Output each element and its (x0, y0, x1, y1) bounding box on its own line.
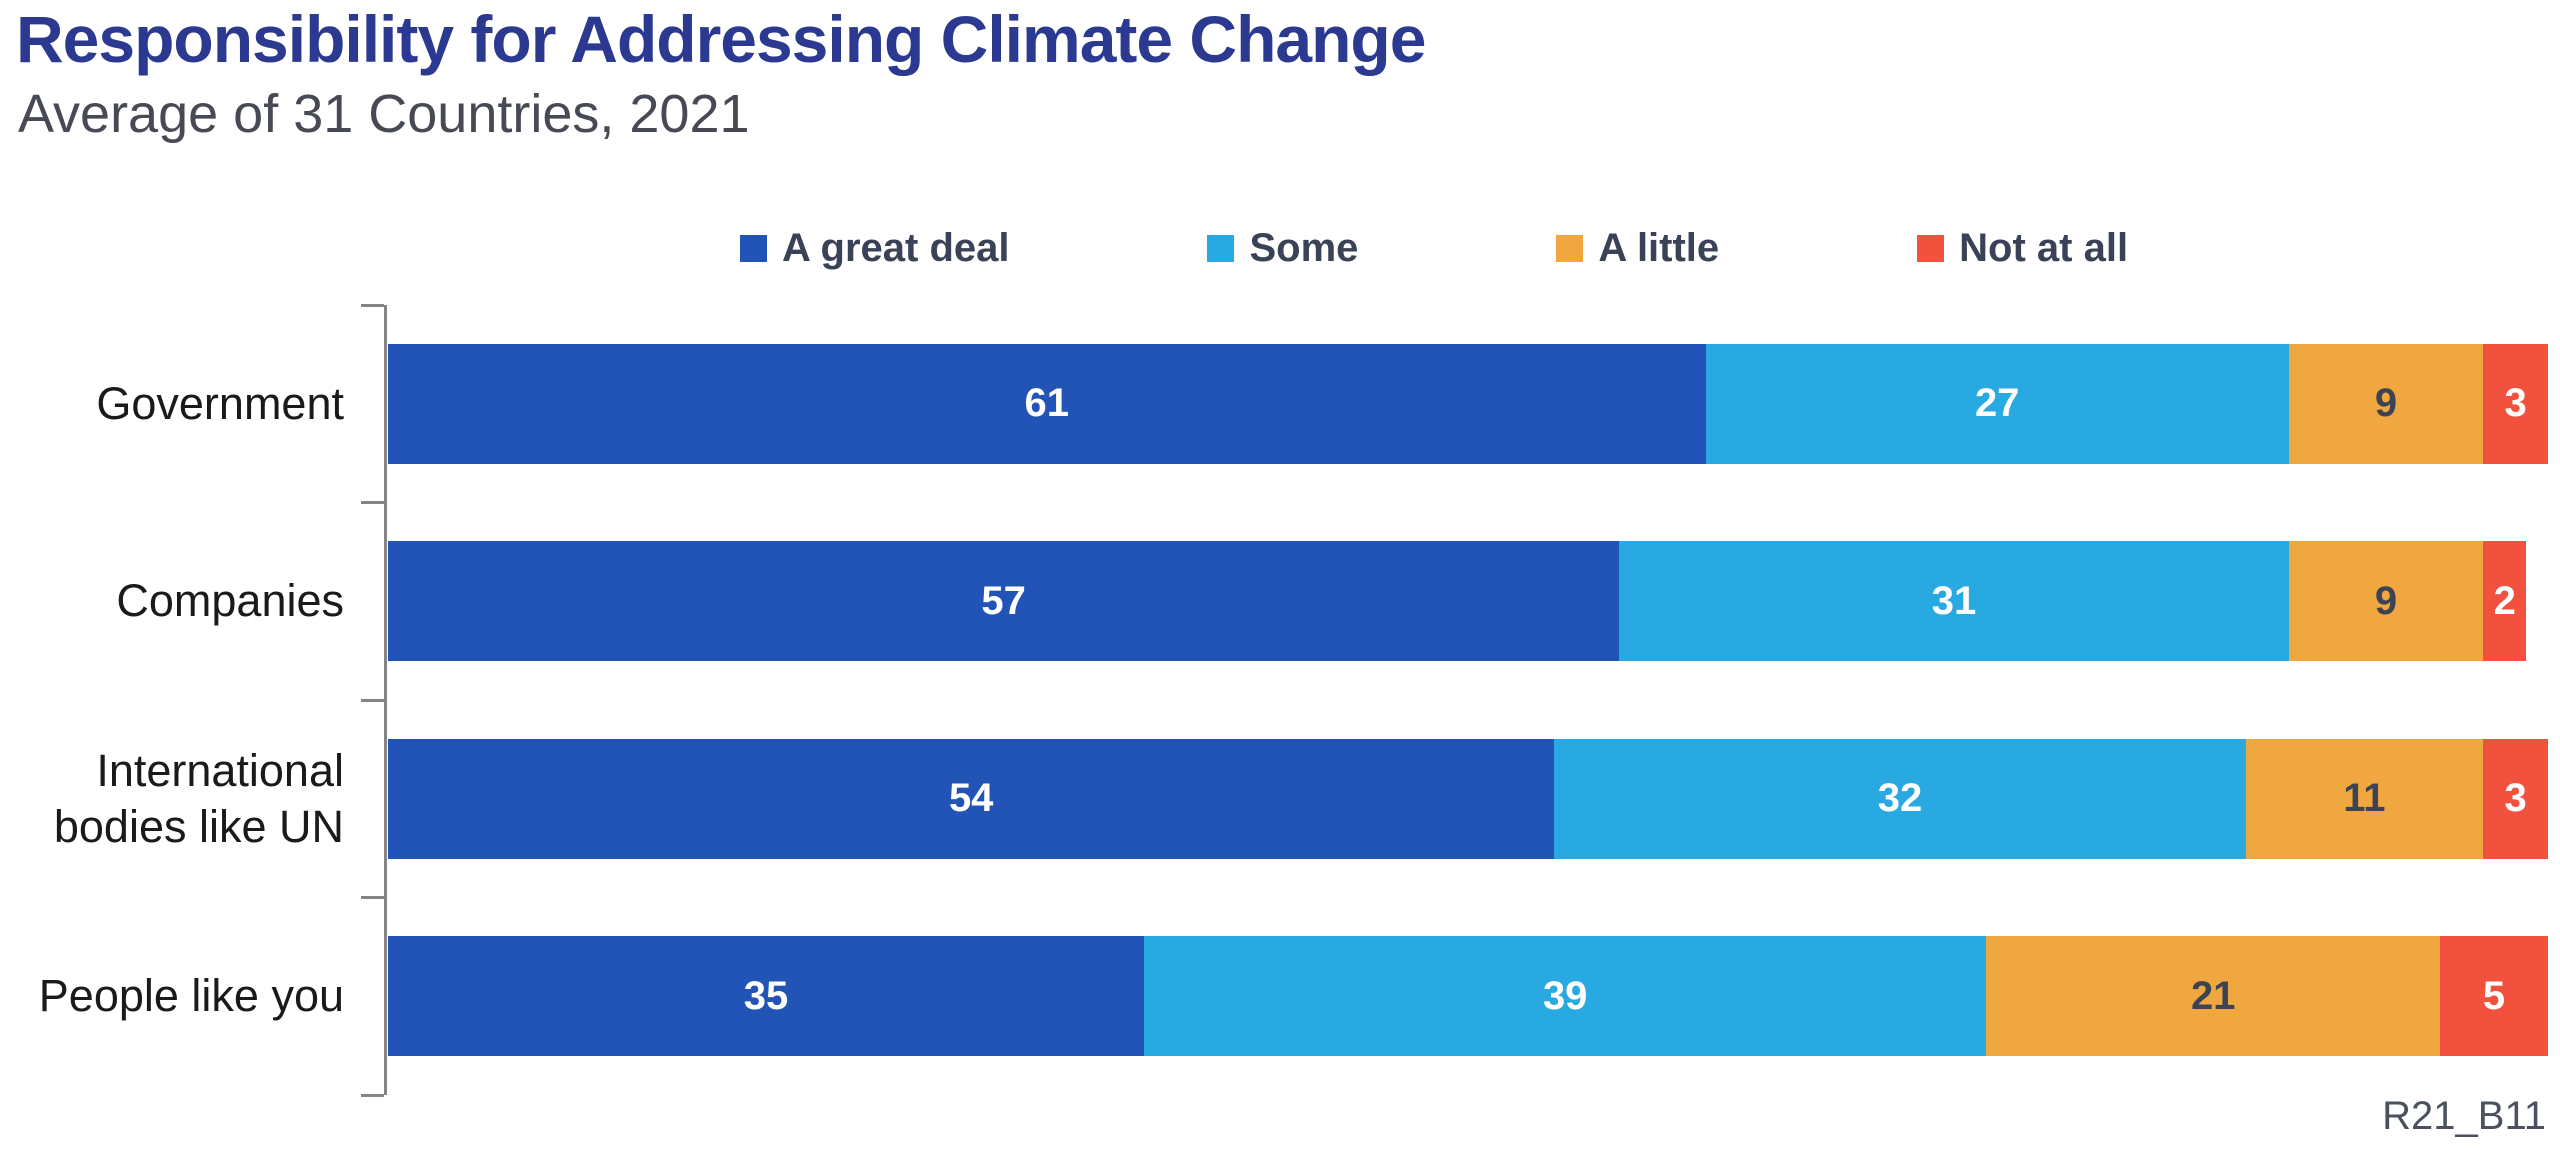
legend-item-a-great-deal: A great deal (740, 224, 1009, 272)
category-label-international-bodies-like-un: International bodies like UN (53, 744, 344, 852)
bar-value-label: 9 (2374, 578, 2398, 623)
bar-value-label: 39 (1542, 973, 1588, 1018)
legend-swatch-icon (1917, 234, 1945, 262)
legend-label: A little (1598, 225, 1720, 270)
bar-segment-a-little: 9 (2288, 541, 2484, 662)
bar-segment-some: 39 (1144, 936, 1987, 1057)
stacked-bar: 61 27 9 3 (388, 343, 2548, 464)
bar-row-international-bodies-like-un: 54 32 11 3 (388, 700, 2548, 898)
bar-value-label: 2 (2493, 578, 2516, 623)
legend: A great deal Some A little Not at all (740, 224, 2128, 272)
y-axis-tick (361, 303, 384, 307)
bar-value-label: 9 (2374, 381, 2398, 426)
bar-value-label: 3 (2504, 381, 2527, 426)
bar-value-label: 5 (2482, 973, 2506, 1018)
legend-swatch-icon (1556, 234, 1584, 262)
footnote: R21_B11 (2382, 1094, 2546, 1138)
chart-subtitle: Average of 31 Countries, 2021 (18, 84, 750, 144)
bar-row-companies: 57 31 9 2 (388, 503, 2548, 701)
bar-segment-a-great-deal: 61 (388, 343, 1706, 464)
bar-segment-not-at-all: 2 (2483, 541, 2527, 662)
bar-segment-a-great-deal: 54 (388, 738, 1555, 859)
bar-segment-not-at-all: 5 (2439, 936, 2548, 1057)
bar-value-label: 61 (1024, 381, 1070, 426)
bar-segment-a-little: 9 (2288, 343, 2484, 464)
category-label-government: Government (96, 377, 344, 429)
stacked-bar: 35 39 21 5 (388, 936, 2548, 1057)
bar-segment-some: 27 (1705, 343, 2289, 464)
bar-segment-a-little: 11 (2245, 738, 2484, 859)
bar-row-government: 61 27 9 3 (388, 305, 2548, 503)
bar-value-label: 31 (1931, 578, 1977, 623)
category-label-people-like-you: People like you (38, 970, 344, 1022)
bar-value-label: 35 (743, 973, 789, 1018)
stacked-bar: 54 32 11 3 (388, 738, 2548, 859)
bar-segment-not-at-all: 3 (2483, 738, 2548, 859)
y-axis-tick (361, 896, 384, 899)
bar-segment-a-great-deal: 57 (388, 541, 1620, 662)
y-axis-tick (361, 1093, 384, 1097)
bar-value-label: 11 (2343, 776, 2386, 821)
bar-value-label: 54 (948, 776, 994, 821)
legend-label: Not at all (1959, 225, 2129, 270)
legend-label: Some (1249, 225, 1359, 270)
bar-value-label: 32 (1877, 776, 1923, 821)
category-label-companies: Companies (116, 575, 344, 627)
bar-value-label: 57 (981, 578, 1026, 623)
bar-value-label: 21 (2190, 973, 2236, 1018)
y-axis-tick (361, 501, 384, 504)
y-axis-line (384, 305, 387, 1095)
y-axis-tick (361, 698, 384, 702)
bar-value-label: 27 (1974, 381, 2020, 426)
legend-item-not-at-all: Not at all (1917, 224, 2128, 272)
bar-row-people-like-you: 35 39 21 5 (388, 898, 2548, 1096)
legend-label: A great deal (782, 225, 1010, 270)
chart-title: Responsibility for Addressing Climate Ch… (16, 2, 1426, 76)
bar-segment-a-great-deal: 35 (388, 936, 1144, 1057)
bar-segment-a-little: 21 (1986, 936, 2440, 1057)
stacked-bar: 57 31 9 2 (388, 541, 2548, 662)
legend-swatch-icon (1207, 234, 1235, 262)
category-labels: Government Companies International bodies … (0, 305, 344, 1095)
legend-item-a-little: A little (1556, 224, 1719, 272)
plot-area: 61 27 9 3 57 31 9 2 54 32 11 3 35 39 21 5 (388, 305, 2548, 1095)
bar-segment-not-at-all: 3 (2483, 343, 2548, 464)
bar-segment-some: 31 (1619, 541, 2289, 662)
bar-segment-some: 32 (1554, 738, 2246, 859)
legend-swatch-icon (740, 234, 767, 262)
bar-value-label: 3 (2504, 776, 2527, 821)
legend-item-some: Some (1207, 224, 1358, 272)
